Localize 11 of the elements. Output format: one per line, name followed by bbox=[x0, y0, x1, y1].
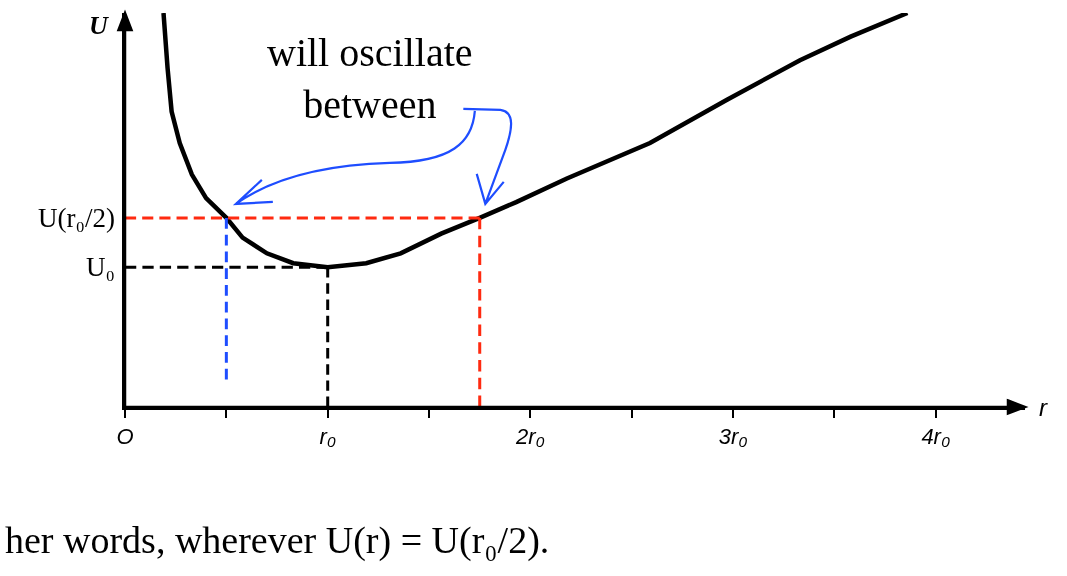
annotation: will oscillate between bbox=[267, 30, 473, 127]
x-tick-label: 2r₀ bbox=[514, 424, 545, 450]
annotation: U(r₀/2) bbox=[38, 203, 115, 233]
text: her words, wherever U(r) = U(r₀/2). bbox=[5, 519, 550, 562]
annotation: U₀ bbox=[86, 252, 115, 282]
x-tick-label: O bbox=[116, 424, 134, 450]
x-axis-title: r bbox=[1039, 394, 1048, 421]
x-tick-label: r₀ bbox=[319, 424, 336, 450]
x-tick-label: 4r₀ bbox=[921, 424, 951, 450]
x-tick-label: 3r₀ bbox=[718, 424, 748, 450]
y-axis-title: U bbox=[89, 11, 109, 40]
